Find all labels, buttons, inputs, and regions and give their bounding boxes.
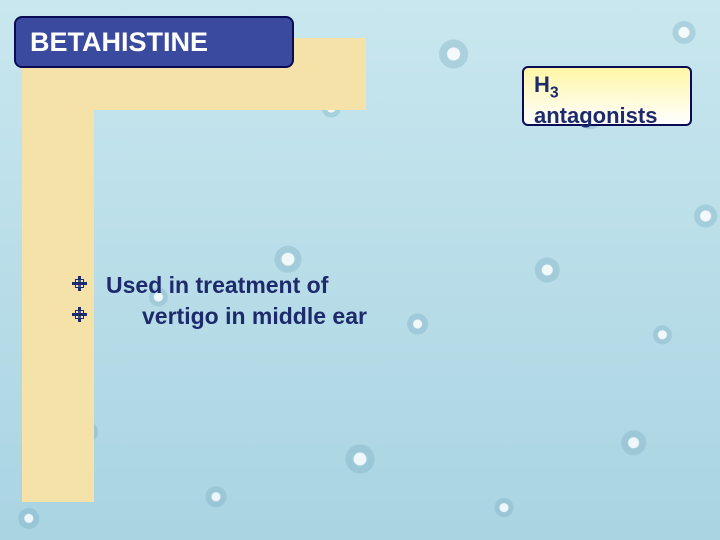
tag-line-1: H3 bbox=[534, 72, 680, 103]
bullet-text: Used in treatment of bbox=[106, 270, 328, 301]
list-item: Used in treatment of bbox=[72, 270, 367, 301]
slide: BETAHISTINE H3 antagonists Used in treat… bbox=[0, 0, 720, 540]
title-text: BETAHISTINE bbox=[30, 27, 208, 58]
tag-line-2: antagonists bbox=[534, 103, 680, 128]
tag-sub: 3 bbox=[550, 84, 559, 101]
title-box: BETAHISTINE bbox=[14, 16, 294, 68]
bullet-text: vertigo in middle ear bbox=[142, 301, 367, 332]
list-item: vertigo in middle ear bbox=[72, 301, 367, 332]
tag-box: H3 antagonists bbox=[522, 66, 692, 126]
bullet-icon bbox=[72, 307, 88, 323]
bullet-list: Used in treatment ofvertigo in middle ea… bbox=[72, 270, 367, 332]
tag-h: H bbox=[534, 72, 550, 97]
bullet-icon bbox=[72, 276, 88, 292]
